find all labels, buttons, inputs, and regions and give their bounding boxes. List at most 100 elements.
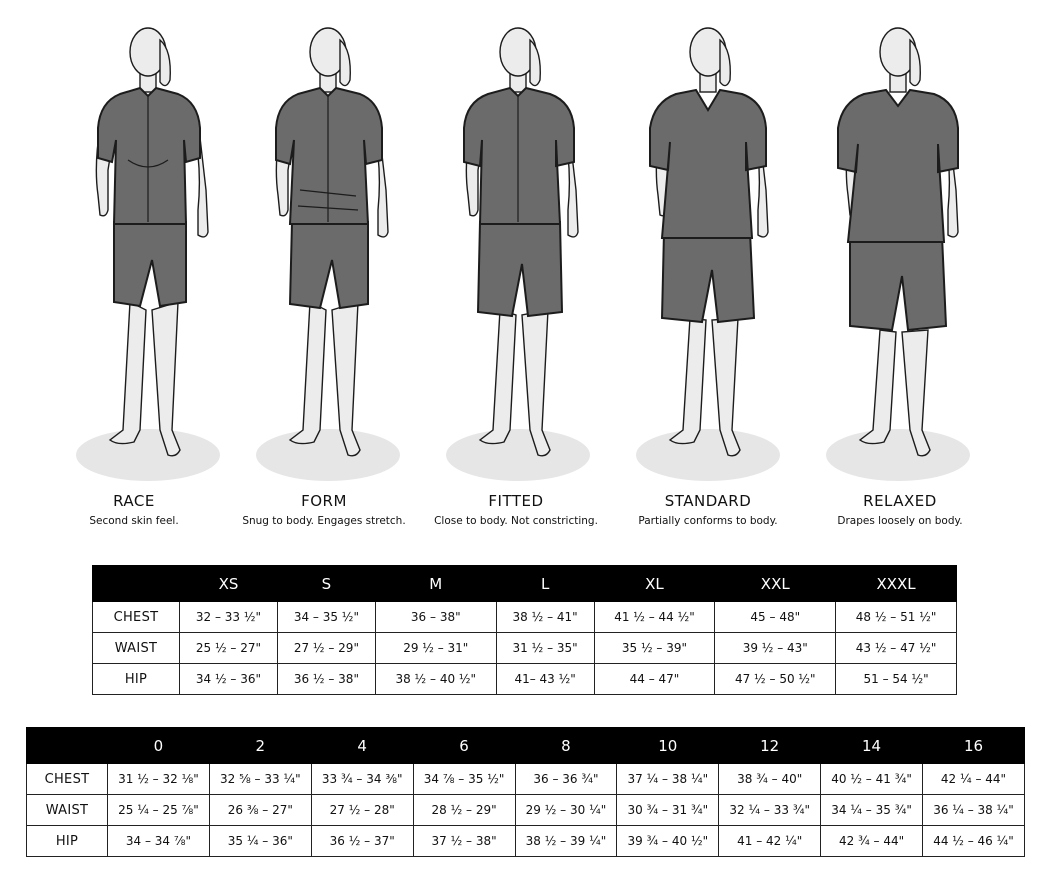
table-row: CHEST 32 – 33 ½" 34 – 35 ½" 36 – 38" 38 … xyxy=(92,601,957,633)
table-cell: 29 ½ – 30 ¼" xyxy=(514,794,618,826)
table-cell: 34 – 34 ⅞" xyxy=(107,825,210,857)
table-cell: 45 – 48" xyxy=(714,601,837,633)
table-row: HIP 34 – 34 ⅞" 35 ¼ – 36" 36 ½ – 37" 37 … xyxy=(26,825,1025,857)
table-cell: 41 – 42 ¼" xyxy=(718,825,822,857)
fit-title-standard: STANDARD xyxy=(664,492,752,510)
fitted-fit-figure xyxy=(418,10,618,490)
table-cell: 36 ¼ – 38 ¼" xyxy=(922,794,1025,826)
table-cell: 34 ¼ – 35 ¾" xyxy=(820,794,923,826)
fit-title-relaxed: RELAXED xyxy=(863,492,937,510)
table-row: WAIST 25 ½ – 27" 27 ½ – 29" 29 ½ – 31" 3… xyxy=(92,632,957,664)
table-cell: 51 – 54 ½" xyxy=(835,663,957,695)
relaxed-fit-illustration xyxy=(826,27,970,481)
row-label-hip: HIP xyxy=(92,663,180,695)
table-header-cell: 10 xyxy=(616,727,720,764)
row-label-waist: WAIST xyxy=(26,794,108,826)
table-cell: 41 ½ – 44 ½" xyxy=(593,601,716,633)
table-row: HIP 34 ½ – 36" 36 ½ – 38" 38 ½ – 40 ½" 4… xyxy=(92,663,957,695)
row-label-chest: CHEST xyxy=(26,763,108,795)
table-cell: 38 ½ – 39 ¼" xyxy=(514,825,618,857)
table-row: CHEST 31 ½ – 32 ⅛" 32 ⅝ – 33 ¼" 33 ¾ – 3… xyxy=(26,763,1025,795)
table-cell: 42 ¾ – 44" xyxy=(820,825,923,857)
table-cell: 36 ½ – 38" xyxy=(276,663,376,695)
table-cell: 40 ½ – 41 ¾" xyxy=(820,763,923,795)
table-header-cell: 12 xyxy=(718,727,822,764)
fit-desc-form: Snug to body. Engages stretch. xyxy=(242,515,406,527)
table-cell: 38 ¾ – 40" xyxy=(718,763,822,795)
form-fit-figure xyxy=(228,10,428,490)
fit-illustrations: RACE Second skin feel. FORM Snug to body… xyxy=(48,10,998,527)
table-cell: 39 ½ – 43" xyxy=(714,632,837,664)
table-row: WAIST 25 ¼ – 25 ⅞" 26 ⅜ – 27" 27 ½ – 28"… xyxy=(26,794,1025,826)
table-cell: 38 ½ – 40 ½" xyxy=(374,663,497,695)
table-cell: 35 ¼ – 36" xyxy=(208,825,312,857)
table-cell: 26 ⅜ – 27" xyxy=(208,794,312,826)
table-header-cell: XXXL xyxy=(835,565,957,602)
table-cell: 44 ½ – 46 ¼" xyxy=(922,825,1025,857)
form-fit-illustration xyxy=(256,27,400,481)
table-cell: 34 ½ – 36" xyxy=(179,663,278,695)
race-fit-illustration xyxy=(76,27,220,481)
table-cell: 27 ½ – 29" xyxy=(276,632,376,664)
table-cell: 27 ½ – 28" xyxy=(310,794,414,826)
table-cell: 47 ½ – 50 ½" xyxy=(714,663,837,695)
table-cell: 36 ½ – 37" xyxy=(310,825,414,857)
table-cell: 44 – 47" xyxy=(593,663,716,695)
table-cell: 39 ¾ – 40 ½" xyxy=(616,825,720,857)
table-cell: 33 ¾ – 34 ⅜" xyxy=(310,763,414,795)
table-header-cell: M xyxy=(374,565,497,602)
table-header-cell: 4 xyxy=(310,727,414,764)
race-fit-figure xyxy=(48,10,248,490)
table-header-cell xyxy=(26,727,108,764)
table-cell: 37 ¼ – 38 ¼" xyxy=(616,763,720,795)
table-header-cell: 16 xyxy=(922,727,1025,764)
fit-desc-relaxed: Drapes loosely on body. xyxy=(837,515,963,527)
table-cell: 36 – 38" xyxy=(374,601,497,633)
table-cell: 37 ½ – 38" xyxy=(412,825,516,857)
table-header-cell: XS xyxy=(179,565,278,602)
table-header-row: XS S M L XL XXL XXXL xyxy=(92,565,957,602)
table-cell: 28 ½ – 29" xyxy=(412,794,516,826)
table-cell: 35 ½ – 39" xyxy=(593,632,716,664)
table-header-cell: 14 xyxy=(820,727,923,764)
fit-desc-fitted: Close to body. Not constricting. xyxy=(434,515,598,527)
table-cell: 25 ¼ – 25 ⅞" xyxy=(107,794,210,826)
table-header-cell: 8 xyxy=(514,727,618,764)
table-header-row: 0 2 4 6 8 10 12 14 16 xyxy=(26,727,1025,764)
table-cell: 30 ¾ – 31 ¾" xyxy=(616,794,720,826)
table-header-cell: S xyxy=(276,565,376,602)
table-cell: 31 ½ – 32 ⅛" xyxy=(107,763,210,795)
table-cell: 34 ⅞ – 35 ½" xyxy=(412,763,516,795)
table-cell: 31 ½ – 35" xyxy=(495,632,595,664)
row-label-hip: HIP xyxy=(26,825,108,857)
table-cell: 32 ¼ – 33 ¾" xyxy=(718,794,822,826)
table-cell: 43 ½ – 47 ½" xyxy=(835,632,957,664)
table-cell: 32 ⅝ – 33 ¼" xyxy=(208,763,312,795)
table-cell: 48 ½ – 51 ½" xyxy=(835,601,957,633)
fitted-fit-illustration xyxy=(446,27,590,481)
table-cell: 29 ½ – 31" xyxy=(374,632,497,664)
fit-desc-race: Second skin feel. xyxy=(89,515,179,527)
fit-title-fitted: FITTED xyxy=(488,492,544,510)
table-header-cell: 2 xyxy=(208,727,312,764)
table-header-cell: L xyxy=(495,565,595,602)
table-cell: 42 ¼ – 44" xyxy=(922,763,1025,795)
table-cell: 36 – 36 ¾" xyxy=(514,763,618,795)
row-label-waist: WAIST xyxy=(92,632,180,664)
table-header-cell xyxy=(92,565,180,602)
fit-title-race: RACE xyxy=(113,492,155,510)
table-header-cell: XL xyxy=(593,565,716,602)
table-cell: 34 – 35 ½" xyxy=(276,601,376,633)
row-label-chest: CHEST xyxy=(92,601,180,633)
table-cell: 32 – 33 ½" xyxy=(179,601,278,633)
fit-title-form: FORM xyxy=(301,492,347,510)
table-cell: 38 ½ – 41" xyxy=(495,601,595,633)
table-header-cell: XXL xyxy=(714,565,837,602)
standard-fit-figure xyxy=(608,10,808,490)
table-header-cell: 0 xyxy=(107,727,210,764)
alpha-size-table: XS S M L XL XXL XXXL CHEST 32 – 33 ½" 34… xyxy=(92,565,957,695)
table-cell: 41– 43 ½" xyxy=(495,663,595,695)
relaxed-fit-figure xyxy=(798,10,998,490)
table-header-cell: 6 xyxy=(412,727,516,764)
table-cell: 25 ½ – 27" xyxy=(179,632,278,664)
